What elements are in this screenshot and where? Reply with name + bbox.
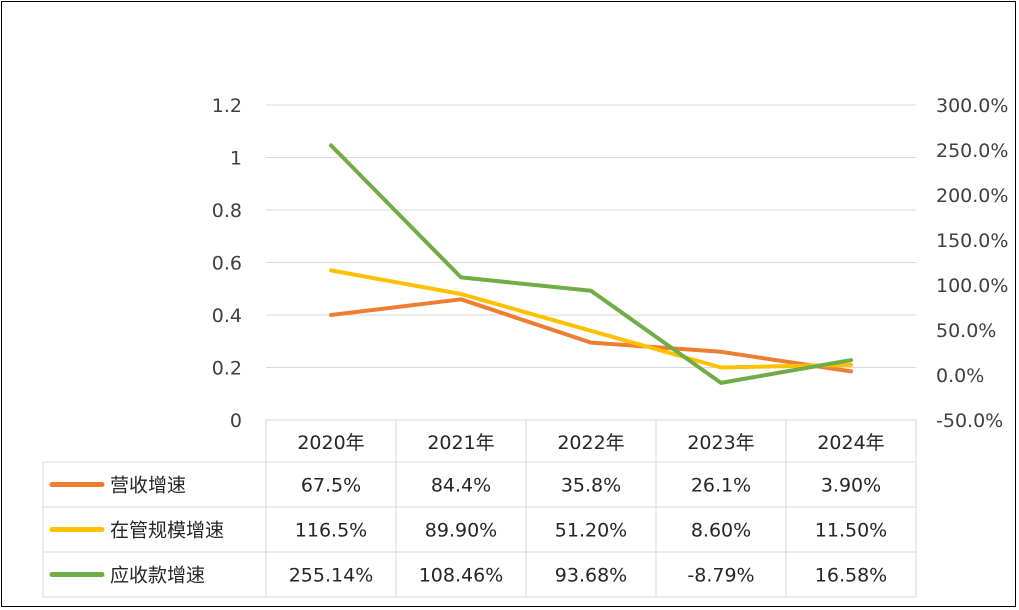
gridlines xyxy=(266,104,916,368)
right-tick-label: -50.0% xyxy=(936,410,1003,432)
category-label: 2020年 xyxy=(297,432,364,454)
table-value: 84.4% xyxy=(431,475,491,497)
category-label: 2024年 xyxy=(817,432,884,454)
left-tick-label: 0.6 xyxy=(212,253,242,275)
left-tick-label: 0.8 xyxy=(212,200,242,222)
right-tick-label: 50.0% xyxy=(936,320,996,342)
table-value: 35.8% xyxy=(561,475,621,497)
table-value: 3.90% xyxy=(821,475,881,497)
left-tick-label: 1.2 xyxy=(212,95,242,117)
table-value: 255.14% xyxy=(289,565,374,587)
series-name: 应收款增速 xyxy=(110,565,205,587)
table-value: -8.79% xyxy=(687,565,754,587)
table-value: 16.58% xyxy=(815,565,887,587)
table-value: 51.20% xyxy=(555,520,627,542)
series-line xyxy=(329,268,853,370)
right-tick-label: 200.0% xyxy=(936,185,1008,207)
series-line xyxy=(329,143,853,385)
left-tick-label: 0.4 xyxy=(212,305,242,327)
table-value: 89.90% xyxy=(425,520,497,542)
category-label: 2023年 xyxy=(687,432,754,454)
right-tick-label: 100.0% xyxy=(936,275,1008,297)
right-tick-label: 250.0% xyxy=(936,140,1008,162)
left-tick-label: 1 xyxy=(230,148,242,170)
category-label: 2022年 xyxy=(557,432,624,454)
table-value: 11.50% xyxy=(815,520,887,542)
category-label: 2021年 xyxy=(427,432,494,454)
table-value: 67.5% xyxy=(301,475,361,497)
table-value: 26.1% xyxy=(691,475,751,497)
table-value: 108.46% xyxy=(419,565,504,587)
right-tick-label: 300.0% xyxy=(936,95,1008,117)
series-name: 营收增速 xyxy=(110,475,186,497)
left-axis: 0 0.2 0.4 0.6 0.8 1 1.2 xyxy=(212,95,242,432)
table-value: 93.68% xyxy=(555,565,627,587)
left-tick-label: 0 xyxy=(230,410,242,432)
table-value: 116.5% xyxy=(295,520,367,542)
series-lines xyxy=(329,143,853,385)
table-value: 8.60% xyxy=(691,520,751,542)
series-line xyxy=(329,297,853,374)
right-axis: -50.0% 0.0% 50.0% 100.0% 150.0% 200.0% 250.0% 3… xyxy=(936,95,1008,432)
left-tick-label: 0.2 xyxy=(212,358,242,380)
right-tick-label: 150.0% xyxy=(936,230,1008,252)
right-tick-label: 0.0% xyxy=(936,365,984,387)
series-name: 在管规模增速 xyxy=(110,520,224,542)
